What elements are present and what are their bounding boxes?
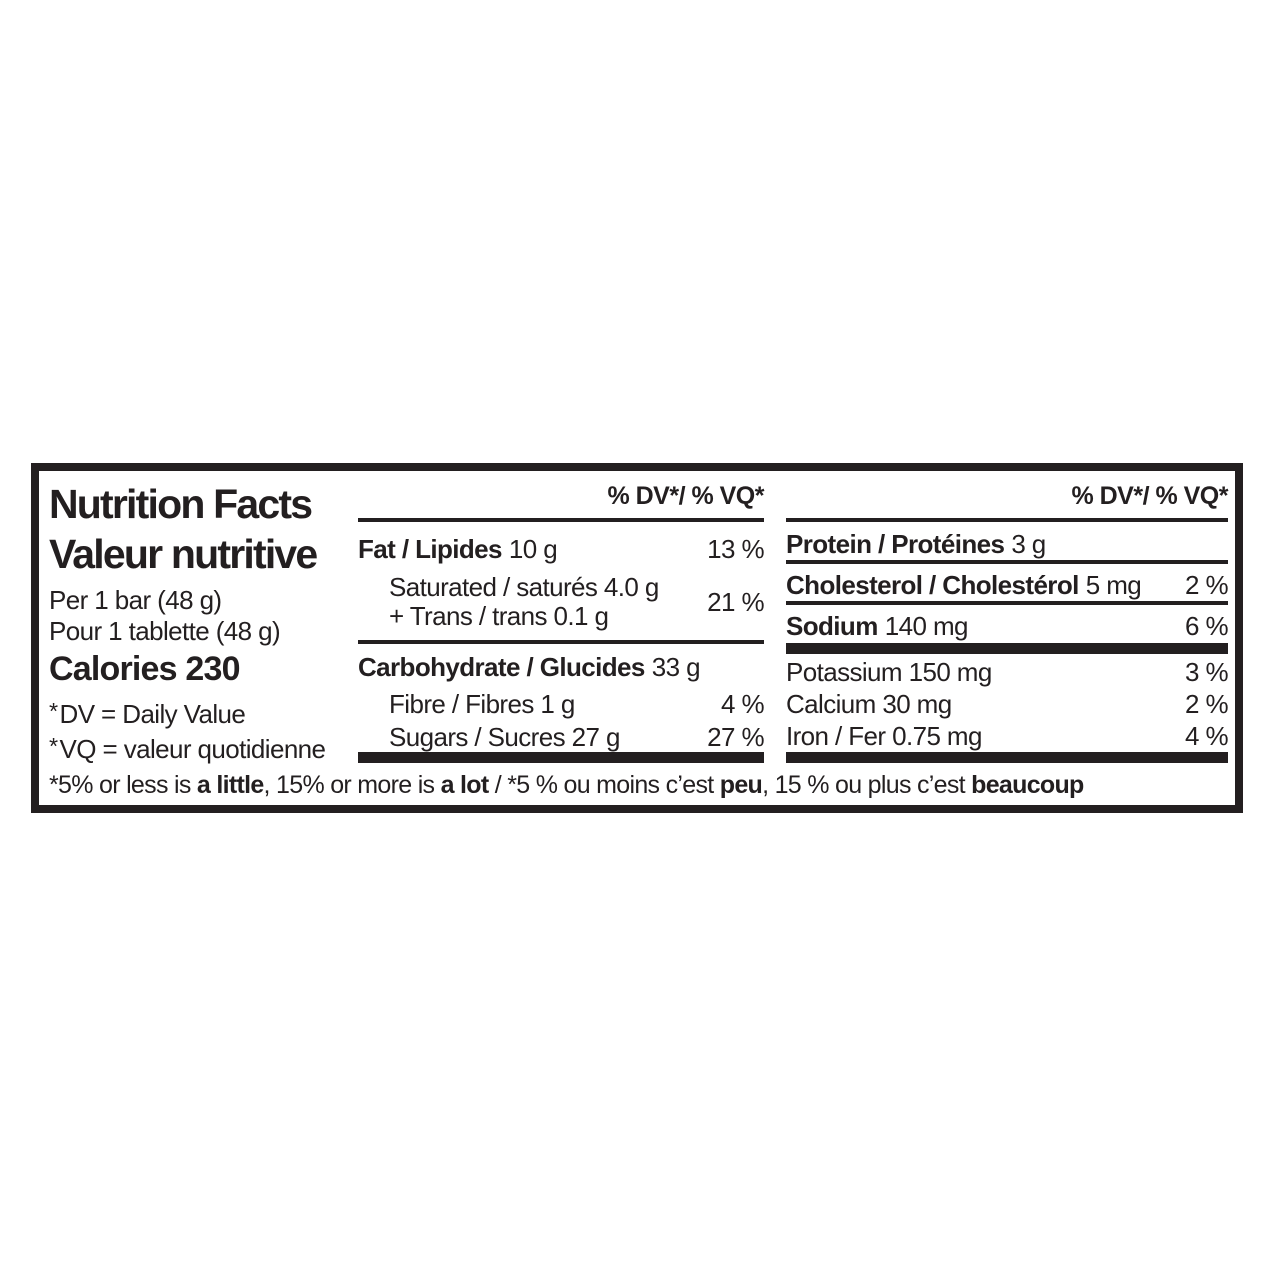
saturated-trans-row: Saturated / saturés 4.0 g + Trans / tran…: [358, 573, 765, 631]
nutrition-facts-label: Nutrition Facts Valeur nutritive Per 1 b…: [31, 463, 1243, 813]
fat-dv-percent: 13 %: [707, 534, 764, 564]
percent-dv-header-middle: % DV*/ % VQ*: [607, 482, 764, 510]
sodium-dv-percent: 6 %: [1184, 611, 1229, 641]
fibre-row: Fibre / Fibres 1 g 4 %: [358, 689, 765, 719]
asterisk: *: [49, 733, 58, 760]
label-left-column: Nutrition Facts Valeur nutritive Per 1 b…: [39, 471, 358, 765]
serving-size-english: Per 1 bar (48 g): [49, 585, 222, 615]
fat-row: Fat / Lipides 10 g 13 %: [358, 534, 765, 564]
footnote-a-lot: a lot: [440, 771, 490, 799]
saturated-trans-dv-percent: 21 %: [707, 586, 764, 617]
footnote: *5% or less is a little, 15% or more is …: [49, 771, 1084, 799]
title-english: Nutrition Facts: [49, 481, 313, 527]
sugars-dv-percent: 27 %: [707, 722, 764, 752]
calcium-row: Calcium 30 mg 2 %: [786, 689, 1229, 719]
trans-fat-label: + Trans / trans 0.1 g: [389, 601, 609, 631]
serving-size-french: Pour 1 tablette (48 g): [49, 616, 281, 646]
footnote-text-fr: / *5 % ou moins c’est: [488, 771, 720, 799]
footnote-text-en: *5% or less is: [49, 771, 197, 799]
divider-rule: [358, 518, 764, 522]
serving-size: Per 1 bar (48 g) Pour 1 tablette (48 g): [49, 585, 358, 647]
fibre-dv-percent: 4 %: [720, 689, 765, 719]
section-thick-bar: [358, 752, 764, 763]
section-thick-bar: [786, 752, 1228, 763]
iron-dv-percent: 4 %: [1184, 721, 1229, 751]
potassium-label: Potassium 150 mg: [786, 657, 992, 687]
sugars-row: Sugars / Sucres 27 g 27 %: [358, 722, 765, 752]
sodium-label: Sodium 140 mg: [786, 611, 968, 641]
protein-label: Protein / Protéines 3 g: [786, 529, 1046, 559]
title-french: Valeur nutritive: [49, 531, 318, 577]
cholesterol-row: Cholesterol / Cholestérol 5 mg 2 %: [786, 570, 1229, 600]
sugars-label: Sugars / Sucres 27 g: [389, 722, 620, 752]
saturated-fat-label: Saturated / saturés 4.0 g: [389, 572, 659, 602]
potassium-row: Potassium 150 mg 3 %: [786, 657, 1229, 687]
percent-dv-header-right: % DV*/ % VQ*: [1071, 482, 1228, 510]
label-right-column: % DV*/ % VQ* Protein / Protéines 3 g Chol…: [786, 471, 1229, 763]
footnote-beaucoup: beaucoup: [971, 771, 1084, 799]
footnote-peu: peu: [719, 771, 763, 799]
column-gap: [764, 471, 786, 763]
divider-rule: [786, 601, 1228, 605]
fat-label: Fat / Lipides 10 g: [358, 534, 558, 564]
sodium-row: Sodium 140 mg 6 %: [786, 611, 1229, 641]
asterisk: *: [49, 698, 58, 724]
calcium-label: Calcium 30 mg: [786, 689, 952, 719]
label-columns: Nutrition Facts Valeur nutritive Per 1 b…: [39, 471, 1235, 765]
dv-definition-english: *DV = Daily Value: [49, 698, 246, 730]
label-middle-column: % DV*/ % VQ* Fat / Lipides 10 g 13 % Satu…: [358, 471, 765, 763]
divider-rule: [786, 518, 1228, 522]
cholesterol-label: Cholesterol / Cholestérol 5 mg: [786, 570, 1142, 600]
divider-rule: [358, 640, 764, 644]
iron-row: Iron / Fer 0.75 mg 4 %: [786, 721, 1229, 751]
calories-line: Calories 230: [49, 650, 241, 688]
cholesterol-dv-percent: 2 %: [1184, 570, 1229, 600]
carbohydrate-label: Carbohydrate / Glucides 33 g: [358, 652, 701, 682]
calcium-dv-percent: 2 %: [1184, 689, 1229, 719]
section-thick-bar: [786, 643, 1228, 654]
fibre-label: Fibre / Fibres 1 g: [389, 689, 575, 719]
daily-value-definitions: *DV = Daily Value *VQ = valeur quotidien…: [49, 695, 358, 765]
label-titles: Nutrition Facts Valeur nutritive: [49, 479, 358, 579]
iron-label: Iron / Fer 0.75 mg: [786, 721, 982, 751]
protein-row: Protein / Protéines 3 g: [786, 530, 1228, 558]
potassium-dv-percent: 3 %: [1184, 657, 1229, 687]
vq-definition-french: *VQ = valeur quotidienne: [49, 733, 326, 765]
footnote-a-little: a little: [196, 771, 264, 799]
saturated-trans-labels: Saturated / saturés 4.0 g + Trans / tran…: [358, 573, 659, 631]
divider-rule: [786, 560, 1228, 564]
carbohydrate-row: Carbohydrate / Glucides 33 g: [358, 653, 764, 681]
